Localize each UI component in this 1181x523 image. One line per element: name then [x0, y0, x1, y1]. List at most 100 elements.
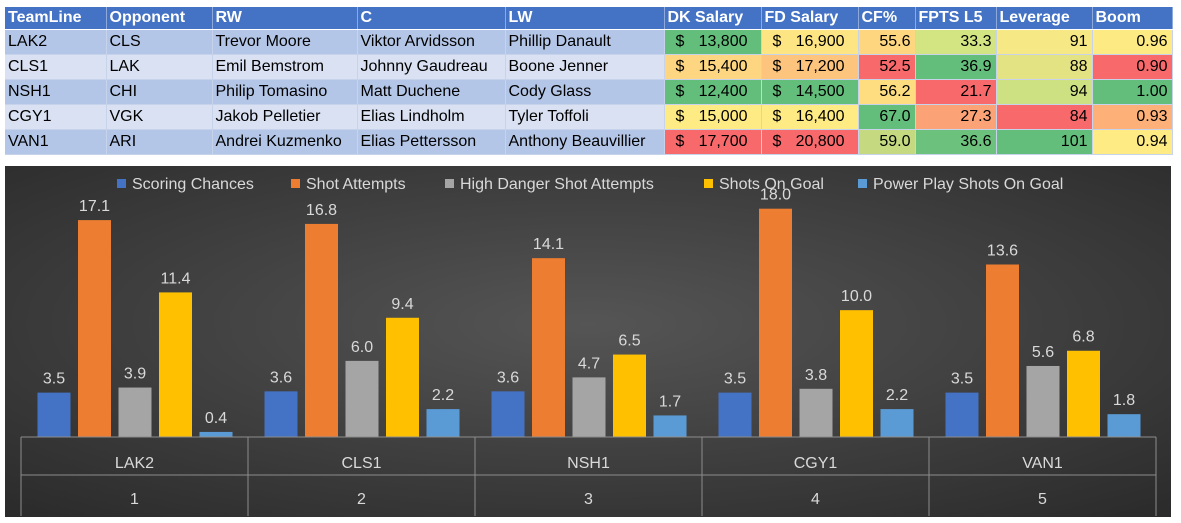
cell-cf-pct: 55.6 — [858, 29, 916, 55]
data-label: 16.8 — [306, 202, 337, 219]
data-label: 1.8 — [1113, 392, 1135, 409]
x-tick-label-team: CGY1 — [794, 455, 838, 472]
x-tick-label-team: VAN1 — [1022, 455, 1063, 472]
data-label: 17.1 — [79, 198, 110, 215]
x-tick-label-index: 5 — [1038, 491, 1047, 508]
data-label: 9.4 — [391, 296, 413, 313]
currency-symbol: $ — [675, 33, 685, 50]
data-label: 4.7 — [578, 355, 600, 372]
cell-rw-player: Philip Tomasino — [212, 79, 358, 105]
cell-fpts-l5: 36.9 — [915, 54, 997, 80]
currency-symbol: $ — [772, 33, 782, 50]
salary-value: 12,400 — [698, 83, 748, 100]
cell-teamline: CLS1 — [5, 54, 107, 80]
cell-leverage: 88 — [996, 54, 1093, 80]
salary-value: 15,400 — [698, 58, 748, 75]
cell-c-player: Elias Pettersson — [357, 129, 506, 155]
currency-symbol: $ — [675, 58, 685, 75]
data-label: 2.2 — [886, 387, 908, 404]
data-label: 1.7 — [659, 393, 681, 410]
bar-scoring-chances — [718, 392, 752, 437]
cell-fd-salary: $14,500 — [761, 79, 859, 105]
legend-swatch — [445, 179, 454, 188]
salary-value: 17,200 — [795, 58, 845, 75]
data-label: 10.0 — [841, 288, 872, 305]
data-label: 3.5 — [724, 371, 746, 388]
salary-value: 17,700 — [698, 133, 748, 150]
cell-opponent: ARI — [106, 129, 213, 155]
legend-label: Power Play Shots On Goal — [873, 176, 1063, 193]
cell-boom: 0.93 — [1092, 104, 1173, 130]
x-tick-label-index: 3 — [584, 491, 593, 508]
cell-rw-player: Andrei Kuzmenko — [212, 129, 358, 155]
cell-boom: 1.00 — [1092, 79, 1173, 105]
bar-shot-attempts — [759, 208, 792, 437]
salary-value: 16,900 — [795, 33, 845, 50]
header-dk-salary: DK Salary — [664, 7, 762, 30]
cell-leverage: 101 — [996, 129, 1093, 155]
data-label: 3.6 — [270, 369, 292, 386]
cell-fpts-l5: 21.7 — [915, 79, 997, 105]
table-row: CGY1 VGK Jakob Pelletier Elias Lindholm Tyle… — [5, 104, 1173, 130]
lineup-table: TeamLine Opponent RW C LW DK Salary FD S… — [5, 7, 1173, 155]
cell-dk-salary: $17,700 — [664, 129, 762, 155]
header-cf-pct: CF% — [858, 7, 916, 30]
cell-fpts-l5: 33.3 — [915, 29, 997, 55]
data-label: 18.0 — [760, 187, 791, 204]
cell-c-player: Viktor Arvidsson — [357, 29, 506, 55]
cell-lw-player: Tyler Toffoli — [505, 104, 665, 130]
data-label: 6.0 — [351, 339, 373, 356]
table-row: VAN1 ARI Andrei Kuzmenko Elias Pettersson An… — [5, 129, 1173, 155]
legend-label: High Danger Shot Attempts — [460, 176, 654, 193]
currency-symbol: $ — [772, 108, 782, 125]
salary-value: 15,000 — [698, 108, 748, 125]
bar-shots-on-goal — [386, 317, 419, 437]
data-label: 3.5 — [951, 371, 973, 388]
cell-dk-salary: $15,000 — [664, 104, 762, 130]
data-label: 0.4 — [205, 410, 227, 427]
bar-power-play-shots-on-goal — [653, 415, 687, 437]
cell-rw-player: Trevor Moore — [212, 29, 358, 55]
salary-value: 13,800 — [698, 33, 748, 50]
cell-c-player: Elias Lindholm — [357, 104, 506, 130]
data-label: 11.4 — [161, 270, 191, 287]
bar-power-play-shots-on-goal — [199, 431, 233, 437]
x-tick-label-team: LAK2 — [115, 455, 154, 472]
bar-shots-on-goal — [840, 310, 873, 437]
legend-swatch — [291, 179, 300, 188]
cell-leverage: 94 — [996, 79, 1093, 105]
cell-dk-salary: $15,400 — [664, 54, 762, 80]
bar-power-play-shots-on-goal — [1107, 414, 1141, 437]
data-label: 3.8 — [805, 367, 827, 384]
cell-fd-salary: $17,200 — [761, 54, 859, 80]
data-label: 2.2 — [432, 387, 454, 404]
header-teamline: TeamLine — [5, 7, 107, 30]
cell-teamline: NSH1 — [5, 79, 107, 105]
salary-value: 20,800 — [795, 133, 845, 150]
cell-lw-player: Cody Glass — [505, 79, 665, 105]
cell-fpts-l5: 36.6 — [915, 129, 997, 155]
data-label: 6.5 — [618, 333, 640, 350]
cell-lw-player: Phillip Danault — [505, 29, 665, 55]
legend-swatch — [704, 179, 713, 188]
bar-power-play-shots-on-goal — [880, 409, 914, 437]
bar-shot-attempts — [986, 264, 1019, 437]
data-label: 3.6 — [497, 369, 519, 386]
cell-teamline: LAK2 — [5, 29, 107, 55]
bar-shots-on-goal — [613, 354, 646, 437]
currency-symbol: $ — [772, 83, 782, 100]
cell-fpts-l5: 27.3 — [915, 104, 997, 130]
header-c: C — [357, 7, 506, 30]
bar-scoring-chances — [945, 392, 979, 437]
legend-label: Scoring Chances — [132, 176, 254, 193]
bar-high-danger-shot-attempts — [1026, 365, 1060, 437]
table-header-row: TeamLine Opponent RW C LW DK Salary FD S… — [5, 7, 1173, 30]
legend-swatch — [858, 179, 867, 188]
cell-opponent: CLS — [106, 29, 213, 55]
bar-chart: Scoring Chances Shot Attempts High Danger … — [5, 166, 1171, 517]
bar-scoring-chances — [37, 392, 71, 437]
header-fpts-l5: FPTS L5 — [915, 7, 997, 30]
cell-rw-player: Jakob Pelletier — [212, 104, 358, 130]
cell-opponent: LAK — [106, 54, 213, 80]
header-opponent: Opponent — [106, 7, 213, 30]
